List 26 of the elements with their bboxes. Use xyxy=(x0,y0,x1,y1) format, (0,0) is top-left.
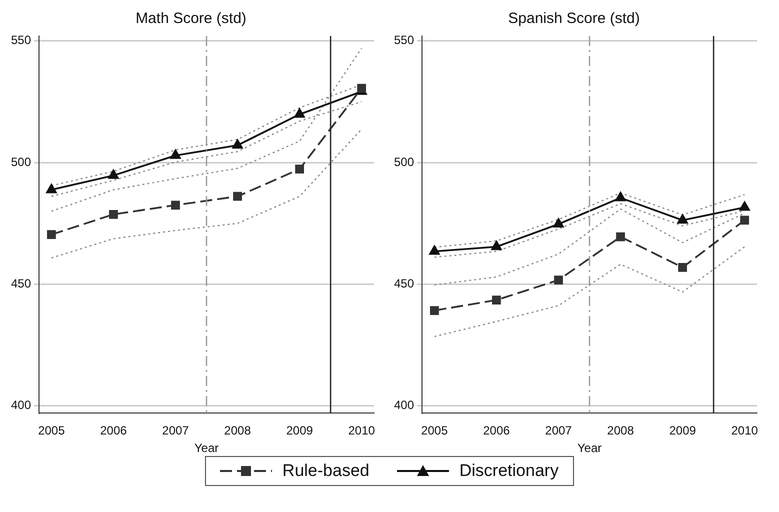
x-tick-label: 2006 xyxy=(483,424,510,438)
x-tick-label: 2009 xyxy=(669,424,696,438)
x-tick-label: 2010 xyxy=(731,424,758,438)
y-tick-label: 500 xyxy=(394,154,414,169)
chart-title: Spanish Score (std) xyxy=(508,10,640,28)
y-tick-label: 550 xyxy=(394,33,414,48)
chart-title: Math Score (std) xyxy=(136,10,246,28)
y-tick-label: 400 xyxy=(10,398,32,412)
legend-label: Rule-based xyxy=(282,461,370,481)
y-tick-label: 400 xyxy=(394,398,414,412)
x-tick-label: 2009 xyxy=(286,424,314,438)
x-tick-label: 2005 xyxy=(421,424,448,438)
y-tick-label: 550 xyxy=(10,33,32,48)
y-tick-label: 450 xyxy=(10,276,32,291)
y-tick-label: 500 xyxy=(10,154,32,169)
y-tick-label: 450 xyxy=(394,276,414,291)
x-tick-label: 2008 xyxy=(607,424,634,438)
x-axis-title: Year xyxy=(194,441,219,456)
legend-label: Discretionary xyxy=(459,461,559,481)
x-tick-label: 2007 xyxy=(545,424,572,438)
x-tick-label: 2010 xyxy=(348,424,376,438)
x-tick-label: 2006 xyxy=(100,424,128,438)
x-axis-title: Year xyxy=(577,441,602,456)
x-tick-label: 2007 xyxy=(162,424,190,438)
x-tick-label: 2008 xyxy=(224,424,252,438)
x-tick-label: 2005 xyxy=(38,424,66,438)
